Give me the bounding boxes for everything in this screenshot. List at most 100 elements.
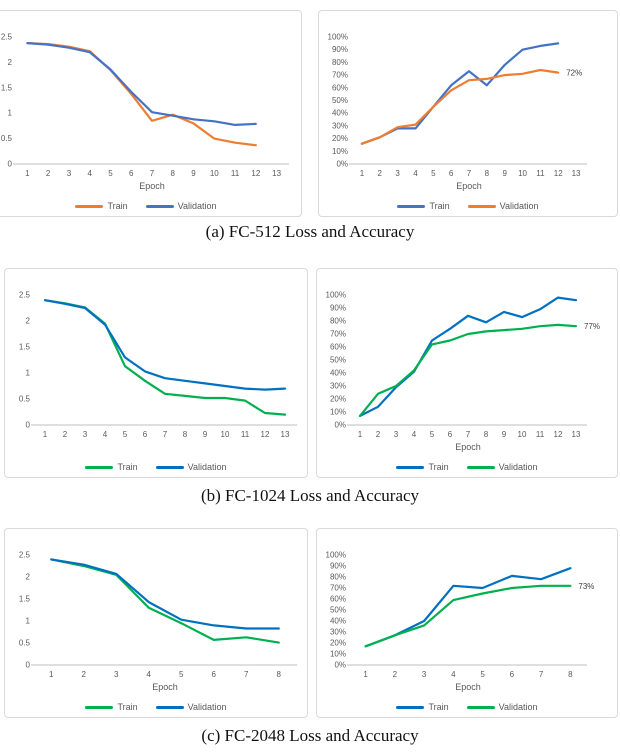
series-line-validation (360, 68, 560, 145)
y-tick-label: 40% (330, 369, 346, 378)
x-tick-label: 3 (67, 169, 72, 178)
y-tick-label: 0% (334, 421, 346, 430)
y-tick-label: 10% (332, 147, 348, 156)
x-tick-label: 8 (485, 169, 490, 178)
x-tick-label: 11 (536, 430, 545, 439)
y-tick-label: 2.5 (19, 291, 31, 300)
x-tick-label: 1 (43, 430, 48, 439)
x-tick-label: 13 (572, 169, 581, 178)
y-tick-label: 60% (332, 83, 348, 92)
x-tick-label: 11 (241, 430, 250, 439)
x-tick-label: 2 (393, 670, 398, 679)
x-tick-label: 3 (394, 430, 399, 439)
x-tick-label: 11 (536, 169, 545, 178)
y-tick-label: 20% (332, 134, 348, 143)
x-tick-label: 10 (518, 430, 527, 439)
x-axis-title: Epoch (455, 442, 481, 452)
y-tick-label: 2 (26, 573, 31, 582)
x-tick-label: 5 (480, 670, 485, 679)
x-tick-label: 4 (413, 169, 418, 178)
x-tick-label: 7 (163, 430, 168, 439)
x-tick-label: 12 (554, 169, 563, 178)
series-line-validation (43, 299, 287, 391)
y-tick-label: 30% (330, 382, 346, 391)
x-tick-label: 6 (129, 169, 134, 178)
x-tick-label: 9 (191, 169, 196, 178)
fc1024-acc-plot: 0%10%20%30%40%50%60%70%80%90%100%1 2 3 4 5 6 7… (326, 291, 600, 453)
x-tick-label: 2 (376, 430, 381, 439)
y-tick-label: 10% (330, 650, 346, 659)
y-tick-label: 1.5 (19, 595, 31, 604)
x-tick-label: 10 (518, 169, 527, 178)
y-tick-label: 0.5 (19, 395, 31, 404)
fc1024-loss-plot: 00.511.522.51 2 3 4 5 6 7 8 9 10 11 12 13 (19, 291, 297, 439)
y-tick-label: 2.5 (19, 551, 31, 560)
caption-b: (b) FC-1024 Loss and Accuracy (200, 486, 420, 505)
x-tick-label: 2 (46, 169, 51, 178)
x-tick-label: 13 (281, 430, 290, 439)
x-tick-label: 5 (431, 169, 436, 178)
y-tick-label: 50% (330, 606, 346, 615)
x-tick-label: 10 (221, 430, 230, 439)
series-line-validation (26, 41, 257, 127)
y-tick-label: 10% (330, 408, 346, 417)
x-tick-label: 4 (87, 169, 92, 178)
y-tick-label: 40% (332, 109, 348, 118)
y-tick-label: 2 (26, 317, 31, 326)
series-line-train (50, 558, 280, 644)
chart-fc2048-accuracy: 0% 10% 20% 30% 40% 50% 60% 70% 80% 90% 100% 1 2 3 4 5 6 7… (316, 528, 618, 718)
x-tick-label: 2 (63, 430, 68, 439)
x-tick-label: 12 (554, 430, 563, 439)
y-tick-label: 20% (330, 395, 346, 404)
x-tick-label: 3 (395, 169, 400, 178)
x-tick-label: 7 (150, 169, 155, 178)
x-axis-title: Epoch (455, 682, 481, 692)
x-tick-label: 4 (412, 430, 417, 439)
x-tick-label: 7 (466, 430, 471, 439)
series-line-validation (364, 584, 572, 648)
x-axis-title: Epoch (456, 181, 482, 191)
y-tick-label: 0 (26, 421, 31, 430)
y-tick-label: 100% (326, 551, 346, 560)
y-tick-label: 1 (26, 617, 31, 626)
x-tick-label: 5 (179, 670, 184, 679)
chart-fc1024-accuracy: 0% 10% 20% 30% 40% 50% 60% 70% 80% 90% 100% 1 2 3 4 5 6 7… (316, 268, 618, 478)
caption-a: (a) FC-512 Loss and Accuracy (205, 222, 415, 241)
y-tick-label: 50% (332, 96, 348, 105)
y-tick-label: 1.5 (1, 83, 13, 92)
x-tick-label: 10 (210, 169, 219, 178)
x-tick-label: 6 (448, 430, 453, 439)
fc2048-acc-plot: 0% 10% 20% 30% 40% 50% 60% 70% 80% 90% 100% 1 2 3 4 5 6 7… (326, 551, 595, 693)
x-tick-label: 8 (183, 430, 188, 439)
x-tick-label: 1 (49, 670, 54, 679)
y-tick-label: 0 (8, 160, 13, 169)
x-tick-label: 7 (467, 169, 472, 178)
x-axis-title: Epoch (152, 682, 178, 692)
x-tick-label: 2 (82, 670, 87, 679)
y-tick-label: 1 (26, 369, 31, 378)
y-tick-label: 100% (328, 33, 348, 42)
x-tick-label: 9 (502, 430, 507, 439)
data-label-annotation: 73% (578, 582, 594, 591)
y-tick-label: 0 (26, 661, 31, 670)
x-tick-label: 5 (108, 169, 113, 178)
x-tick-label: 8 (171, 169, 176, 178)
x-tick-label: 7 (244, 670, 249, 679)
y-tick-label: 0.5 (19, 639, 31, 648)
y-tick-label: 30% (330, 628, 346, 637)
x-tick-label: 1 (360, 169, 365, 178)
y-tick-label: 0% (334, 661, 346, 670)
x-tick-label: 4 (103, 430, 108, 439)
y-tick-label: 90% (330, 304, 346, 313)
x-tick-label: 12 (261, 430, 270, 439)
series-line-validation (358, 323, 578, 417)
chart-fc512-loss: 0 0.5 1 1.5 2 2.5 1 2 3 4 5 6 7 8 9 10 11 12 13 Epoch Train V… (0, 10, 302, 217)
y-tick-label: 70% (330, 584, 346, 593)
x-axis-title: Epoch (139, 181, 165, 191)
x-tick-label: 13 (572, 430, 581, 439)
x-tick-label: 1 (363, 670, 368, 679)
chart-fc512-accuracy: 0% 10% 20% 30% 40% 50% 60% 70% 80% 90% 100% 1 2 3 4 5 6 7… (318, 10, 618, 217)
x-tick-label: 1 (358, 430, 363, 439)
